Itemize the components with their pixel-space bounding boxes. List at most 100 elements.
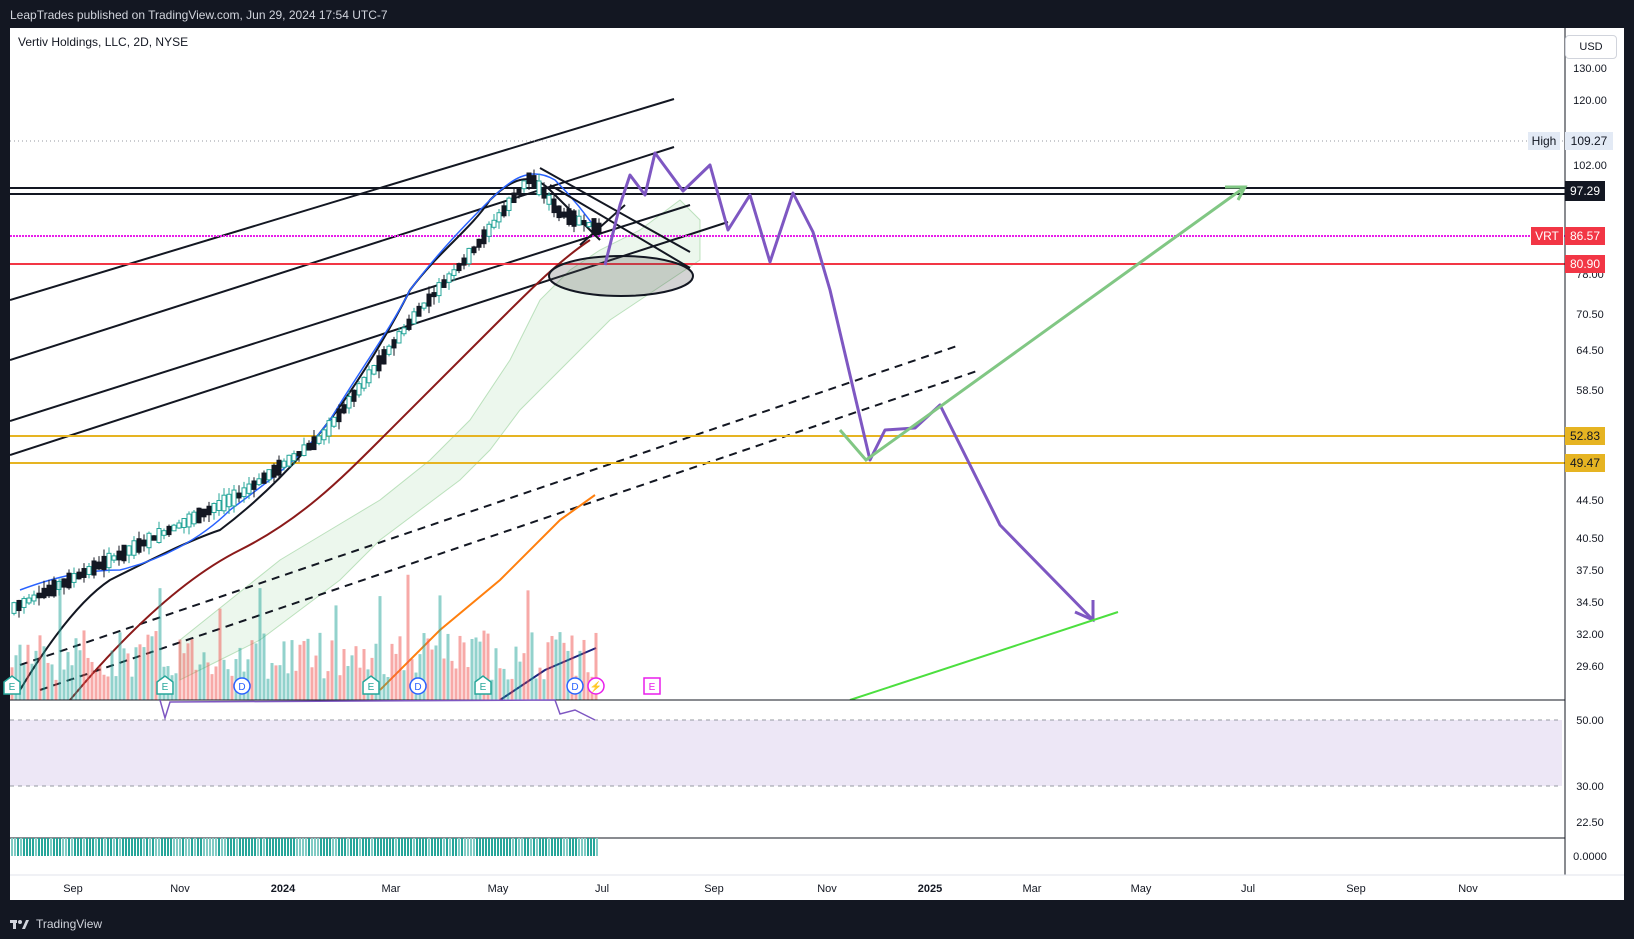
- target-arrowhead: [1225, 185, 1248, 201]
- volume-tick-label: 0.0000: [1573, 851, 1607, 863]
- volume-tick-label: 22.50: [1576, 817, 1604, 829]
- channel-line-lower: [10, 221, 729, 456]
- event-marker[interactable]: ⚡: [587, 677, 605, 695]
- price-badges: High 109.27 97.29 VRT 86.57 80.90 52.83 …: [1528, 132, 1613, 472]
- dashed-line-2: [39, 369, 981, 691]
- volume-oscillator-pane[interactable]: [10, 837, 1565, 856]
- price-tick-label: 29.60: [1576, 661, 1604, 673]
- time-tick-label: Sep: [1346, 883, 1366, 895]
- price-tick-label: 40.50: [1576, 533, 1604, 545]
- ichimoku-cloud: [179, 199, 701, 681]
- wedge-line-2: [549, 184, 691, 269]
- level-80-bg: [1565, 255, 1605, 273]
- wedge-line-1: [539, 167, 691, 253]
- price-tick-label: 102.00: [1573, 160, 1607, 172]
- time-tick-label: Mar: [1023, 883, 1042, 895]
- oscillator-band: [10, 720, 1562, 786]
- footer-brand: TradingView: [36, 917, 103, 931]
- level-52-bg: [1565, 427, 1605, 445]
- symbol-badge: VRT: [1535, 229, 1559, 243]
- event-marker-label: ⚡: [590, 680, 602, 693]
- time-tick-label: Mar: [382, 883, 401, 895]
- event-marker[interactable]: E: [156, 675, 174, 695]
- level-97-bg: [1565, 181, 1605, 201]
- high-label-bg: [1528, 132, 1560, 150]
- ma-orange: [379, 494, 596, 691]
- event-marker[interactable]: E: [474, 675, 492, 695]
- event-marker-label: D: [414, 682, 421, 693]
- time-tick-label: Jul: [595, 883, 609, 895]
- time-tick-label: Nov: [1458, 883, 1478, 895]
- volume-bars: [10, 574, 598, 700]
- target-ellipse: [548, 255, 694, 297]
- event-marker-label: E: [9, 682, 16, 693]
- level-80-value: 80.90: [1570, 257, 1600, 271]
- event-marker-label: D: [571, 682, 578, 693]
- time-tick-label: 2024: [271, 883, 296, 895]
- channel-line-2: [10, 146, 675, 361]
- footer-bar: TradingView: [0, 908, 1634, 939]
- candles: [11, 169, 602, 618]
- currency-button[interactable]: USD: [1565, 35, 1617, 59]
- time-tick-label: Jul: [1241, 883, 1255, 895]
- time-tick-label: May: [1131, 883, 1152, 895]
- time-tick-label: Sep: [704, 883, 724, 895]
- time-tick-label: Nov: [170, 883, 190, 895]
- price-tick-label: 58.50: [1576, 385, 1604, 397]
- price-tick-label: 70.50: [1576, 309, 1604, 321]
- time-tick-label: 2025: [918, 883, 942, 895]
- event-marker[interactable]: D: [566, 677, 584, 695]
- ma-black: [19, 178, 601, 691]
- level-97-value: 97.29: [1570, 184, 1600, 198]
- price-tick-label: 34.50: [1576, 597, 1604, 609]
- event-marker[interactable]: E: [3, 675, 21, 695]
- oscillator-line: [159, 699, 596, 721]
- price-tick-label: 37.50: [1576, 565, 1604, 577]
- level-49-value: 49.47: [1570, 456, 1600, 470]
- event-marker-label: E: [480, 682, 487, 693]
- level-52-value: 52.83: [1570, 429, 1600, 443]
- published-text: LeapTrades published on TradingView.com,…: [10, 8, 388, 22]
- symbol-badge-bg: [1531, 227, 1563, 245]
- price-pane[interactable]: [10, 98, 1565, 700]
- event-marker[interactable]: E: [362, 675, 380, 695]
- event-markers[interactable]: E E D E D E D ⚡ E: [3, 675, 661, 695]
- event-marker-label: E: [162, 682, 169, 693]
- oscillator-tick-label: 30.00: [1576, 781, 1604, 793]
- high-value-bg: [1565, 132, 1613, 150]
- chart-title: Vertiv Holdings, LLC, 2D, NYSE: [18, 35, 189, 49]
- time-tick-label: May: [488, 883, 509, 895]
- lime-trend-line: [849, 611, 1119, 700]
- histogram-bars: [11, 838, 598, 856]
- ma-dark-red: [69, 239, 591, 700]
- event-marker-label: D: [238, 682, 245, 693]
- price-tick-label: 32.00: [1576, 629, 1604, 641]
- event-marker[interactable]: D: [409, 677, 427, 695]
- dashed-line-1: [19, 344, 961, 666]
- publish-header: LeapTrades published on TradingView.com,…: [0, 0, 1634, 30]
- time-tick-label: Nov: [817, 883, 837, 895]
- level-49-bg: [1565, 454, 1605, 472]
- price-tick-label: 130.00: [1573, 63, 1607, 75]
- event-marker[interactable]: D: [233, 677, 251, 695]
- time-axis[interactable]: Sep Nov 2024 Mar May Jul Sep Nov 2025 Mar May Jul Se…: [63, 883, 1478, 895]
- last-price-value: 86.57: [1570, 229, 1600, 243]
- price-tick-label: 64.50: [1576, 345, 1604, 357]
- channel-line-upper: [10, 98, 675, 301]
- time-tick-label: Sep: [63, 883, 83, 895]
- target-arrow: [838, 185, 1246, 463]
- oscillator-pane[interactable]: [10, 699, 1565, 787]
- projection-path: [603, 151, 1095, 622]
- ma-blue: [19, 173, 601, 591]
- event-marker[interactable]: E: [643, 677, 661, 695]
- event-marker-label: E: [649, 682, 656, 693]
- channel-line-3: [10, 204, 691, 422]
- high-value: 109.27: [1571, 134, 1608, 148]
- price-tick-label: 44.50: [1576, 495, 1604, 507]
- event-marker-label: E: [368, 682, 375, 693]
- last-price-bg: [1565, 227, 1605, 245]
- high-label: High: [1532, 134, 1557, 148]
- tradingview-logo-icon: [10, 920, 29, 929]
- oscillator-tick-label: 50.00: [1576, 715, 1604, 727]
